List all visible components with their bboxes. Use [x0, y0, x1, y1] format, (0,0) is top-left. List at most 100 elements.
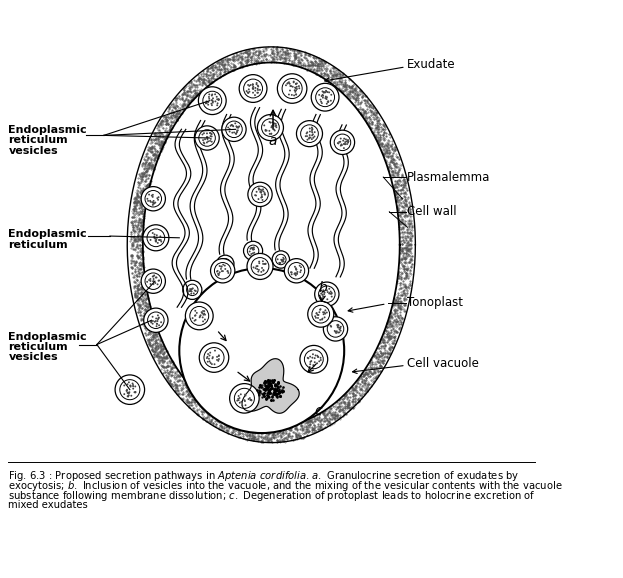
Circle shape — [150, 278, 151, 280]
Circle shape — [227, 270, 229, 272]
Circle shape — [202, 320, 204, 323]
Circle shape — [212, 97, 214, 99]
Circle shape — [296, 272, 298, 274]
Circle shape — [211, 135, 212, 138]
Circle shape — [191, 288, 193, 290]
Circle shape — [199, 316, 201, 318]
Circle shape — [159, 235, 161, 238]
Circle shape — [206, 138, 209, 140]
Circle shape — [237, 126, 239, 128]
Circle shape — [237, 398, 239, 400]
Circle shape — [130, 385, 131, 387]
Circle shape — [312, 128, 313, 130]
Circle shape — [133, 391, 135, 393]
Circle shape — [147, 200, 149, 202]
Polygon shape — [242, 359, 299, 413]
Circle shape — [308, 136, 310, 138]
Circle shape — [320, 101, 322, 103]
Circle shape — [217, 98, 219, 100]
Text: reticulum: reticulum — [8, 342, 68, 352]
Circle shape — [312, 357, 313, 359]
Circle shape — [155, 240, 157, 243]
Circle shape — [319, 309, 321, 311]
Circle shape — [296, 83, 298, 84]
Circle shape — [275, 123, 277, 125]
Circle shape — [151, 195, 153, 197]
Circle shape — [314, 361, 316, 363]
Circle shape — [339, 327, 341, 328]
Circle shape — [148, 194, 150, 195]
Circle shape — [231, 124, 232, 126]
Circle shape — [155, 282, 156, 284]
Circle shape — [327, 101, 329, 103]
Circle shape — [211, 104, 213, 106]
Circle shape — [296, 273, 298, 275]
Circle shape — [305, 135, 307, 137]
Circle shape — [225, 261, 227, 262]
Circle shape — [269, 121, 270, 123]
Circle shape — [262, 269, 264, 271]
Circle shape — [208, 358, 210, 360]
Circle shape — [312, 137, 314, 139]
Circle shape — [146, 281, 148, 283]
Text: Fig. 6.3 : Proposed secretion pathways in $\it{Aptenia\ cordifolia}$. $\it{a.}$ : Fig. 6.3 : Proposed secretion pathways i… — [8, 469, 520, 483]
Circle shape — [317, 356, 319, 358]
Circle shape — [219, 265, 221, 267]
Circle shape — [155, 240, 156, 242]
Circle shape — [340, 141, 341, 143]
Circle shape — [328, 288, 330, 290]
Circle shape — [153, 237, 155, 239]
Circle shape — [273, 123, 275, 124]
Circle shape — [157, 318, 159, 320]
Circle shape — [222, 264, 224, 266]
Circle shape — [270, 133, 272, 135]
Circle shape — [322, 290, 324, 291]
Circle shape — [321, 318, 323, 320]
Circle shape — [326, 291, 329, 293]
Text: substance following membrane dissolution; $\it{c.}$ Degeneration of protoplast l: substance following membrane dissolution… — [8, 490, 536, 503]
Circle shape — [224, 263, 226, 265]
Circle shape — [207, 103, 209, 106]
Circle shape — [262, 199, 264, 201]
Circle shape — [127, 392, 129, 394]
Circle shape — [127, 395, 129, 398]
Circle shape — [257, 92, 259, 94]
Circle shape — [328, 91, 330, 93]
Circle shape — [217, 273, 219, 275]
Circle shape — [208, 98, 210, 100]
Circle shape — [273, 123, 275, 124]
Circle shape — [269, 133, 270, 135]
Circle shape — [128, 392, 130, 394]
Circle shape — [330, 325, 331, 327]
Circle shape — [274, 125, 276, 127]
Circle shape — [212, 102, 214, 103]
Circle shape — [310, 136, 312, 139]
Circle shape — [195, 290, 197, 292]
Circle shape — [336, 324, 338, 326]
Circle shape — [128, 381, 130, 383]
Circle shape — [325, 97, 326, 99]
Circle shape — [211, 103, 212, 105]
Circle shape — [283, 261, 285, 262]
Circle shape — [135, 391, 136, 393]
Circle shape — [325, 95, 327, 98]
Circle shape — [340, 138, 341, 139]
Circle shape — [202, 142, 204, 143]
Circle shape — [216, 356, 218, 358]
Circle shape — [155, 240, 157, 242]
Circle shape — [340, 326, 342, 328]
Circle shape — [193, 292, 195, 294]
Circle shape — [293, 89, 296, 91]
Circle shape — [326, 103, 328, 105]
Circle shape — [254, 94, 256, 96]
Circle shape — [265, 263, 267, 265]
Circle shape — [250, 399, 252, 401]
Circle shape — [323, 91, 325, 94]
Circle shape — [141, 187, 166, 211]
Circle shape — [310, 361, 312, 363]
Circle shape — [152, 196, 154, 198]
Circle shape — [244, 399, 245, 401]
Circle shape — [192, 287, 194, 290]
Circle shape — [295, 267, 297, 269]
Circle shape — [307, 357, 308, 359]
